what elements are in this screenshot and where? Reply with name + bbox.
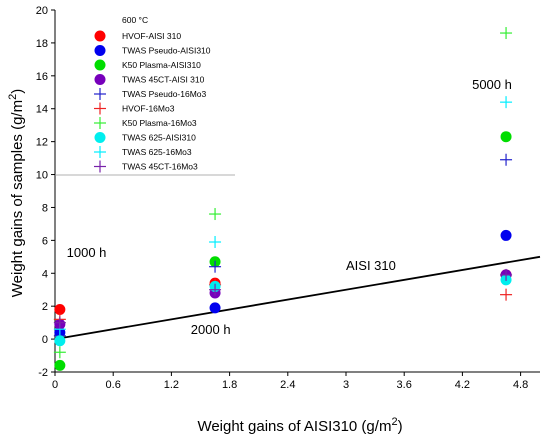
x-tick-label: 0 <box>52 379 58 391</box>
legend-entry: TWAS Pseudo-16Mo3 <box>122 89 207 99</box>
legend-marker <box>94 117 106 129</box>
y-tick-label: 12 <box>36 137 48 149</box>
legend-entry: K50 Plasma-16Mo3 <box>122 118 197 128</box>
legend-entry: TWAS 625-16Mo3 <box>122 147 192 157</box>
annotation-label: AISI 310 <box>346 258 396 273</box>
legend-entry: TWAS 625-AISI310 <box>122 133 196 143</box>
data-point <box>53 346 66 359</box>
x-tick-label: 2.4 <box>280 379 295 391</box>
data-point <box>209 208 222 221</box>
reference-line-group <box>54 255 541 340</box>
data-point <box>53 316 66 329</box>
x-tick-label: 4.2 <box>455 379 470 391</box>
data-point <box>500 288 513 301</box>
x-tick-label: 4.8 <box>513 379 528 391</box>
x-tick-label: 0.6 <box>106 379 121 391</box>
legend-entry: TWAS Pseudo-AISI310 <box>122 46 211 56</box>
data-point <box>209 236 222 249</box>
y-tick-label: -2 <box>38 367 48 379</box>
data-points <box>53 27 513 371</box>
legend-marker <box>94 88 106 100</box>
legend-title: 600 °C <box>122 15 148 25</box>
annotations: 1000 h 2000 h 5000 h AISI 310 <box>67 77 512 337</box>
legend-marker <box>94 30 106 42</box>
axes: -2 0 2 4 6 8 10 12 14 16 18 20 0 0.6 1.2 1.8 2.4 3 3.6 4.2 4… <box>36 5 540 391</box>
x-tick-label: 3.6 <box>397 379 412 391</box>
x-tick-label: 3 <box>343 379 349 391</box>
legend-marker <box>94 102 106 115</box>
legend-marker <box>94 45 106 56</box>
x-tick-label: 1.2 <box>164 379 179 391</box>
y-tick-label: 2 <box>42 301 48 313</box>
data-point <box>500 153 513 166</box>
annotation-label: 5000 h <box>472 77 512 92</box>
legend: 600 °C HVOF-AISI 310 TWAS Pseudo-AISI310 K5… <box>55 15 235 176</box>
annotation-label: 2000 h <box>191 322 231 337</box>
aisi310-reference-line <box>54 255 541 340</box>
data-point <box>209 302 221 314</box>
legend-marker <box>94 74 106 85</box>
data-point <box>54 303 66 315</box>
legend-entry: TWAS 45CT-AISI 310 <box>122 75 205 85</box>
data-point <box>209 260 222 273</box>
legend-entry: HVOF-AISI 310 <box>122 31 181 41</box>
data-point <box>54 335 66 347</box>
annotation-label: 1000 h <box>67 245 107 260</box>
legend-marker <box>94 160 106 173</box>
data-point <box>500 229 512 241</box>
data-point <box>500 96 513 109</box>
legend-entry: HVOF-16Mo3 <box>122 104 175 114</box>
legend-marker <box>94 146 106 158</box>
data-point <box>54 359 66 371</box>
y-tick-label: 16 <box>36 71 48 83</box>
data-point <box>500 268 513 281</box>
y-axis-title: Weight gains of samples (g/m2) <box>7 89 26 297</box>
legend-entry: TWAS 45CT-16Mo3 <box>122 162 198 172</box>
y-tick-label: 8 <box>42 202 48 214</box>
y-tick-label: 10 <box>36 170 48 182</box>
y-tick-label: 0 <box>42 334 48 346</box>
y-tick-label: 6 <box>42 235 48 247</box>
y-tick-label: 20 <box>36 5 48 17</box>
x-tick-label: 1.8 <box>222 379 237 391</box>
x-axis-title: Weight gains of AISI310 (g/m2) <box>197 416 402 435</box>
y-tick-label: 4 <box>42 268 48 280</box>
data-point <box>209 283 222 296</box>
data-point <box>500 27 513 40</box>
legend-marker <box>94 132 106 143</box>
y-tick-label: 18 <box>36 38 48 50</box>
data-point <box>500 131 512 143</box>
legend-entry: K50 Plasma-AISI310 <box>122 60 201 70</box>
legend-marker <box>94 59 106 71</box>
y-tick-label: 14 <box>36 104 48 116</box>
